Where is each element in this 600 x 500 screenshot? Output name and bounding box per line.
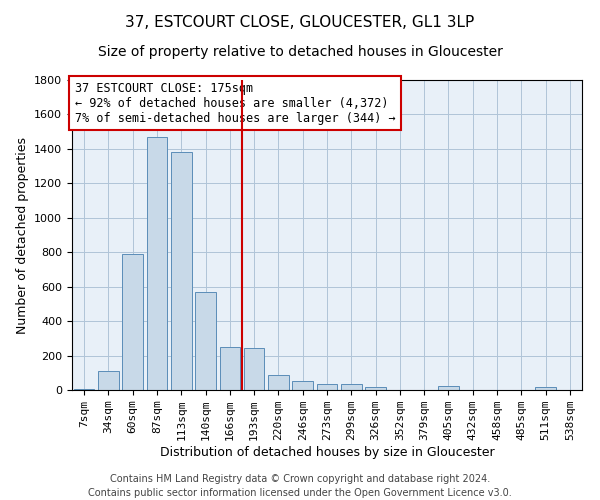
Bar [292,380,313,390]
Text: Contains HM Land Registry data © Crown copyright and database right 2024.
Contai: Contains HM Land Registry data © Crown c… [88,474,512,498]
Bar [365,386,386,390]
Bar [74,389,94,390]
Bar [220,347,240,390]
Text: Size of property relative to detached houses in Gloucester: Size of property relative to detached ho… [98,45,502,59]
Bar [535,387,556,390]
Bar [195,292,216,390]
Bar [146,137,167,390]
Text: 37 ESTCOURT CLOSE: 175sqm
← 92% of detached houses are smaller (4,372)
7% of sem: 37 ESTCOURT CLOSE: 175sqm ← 92% of detac… [74,82,395,124]
Text: 37, ESTCOURT CLOSE, GLOUCESTER, GL1 3LP: 37, ESTCOURT CLOSE, GLOUCESTER, GL1 3LP [125,15,475,30]
Bar [341,384,362,390]
Bar [438,386,459,390]
Y-axis label: Number of detached properties: Number of detached properties [16,136,29,334]
Bar [317,384,337,390]
Bar [122,254,143,390]
Bar [268,374,289,390]
Bar [244,348,265,390]
X-axis label: Distribution of detached houses by size in Gloucester: Distribution of detached houses by size … [160,446,494,459]
Bar [171,152,191,390]
Bar [98,371,119,390]
